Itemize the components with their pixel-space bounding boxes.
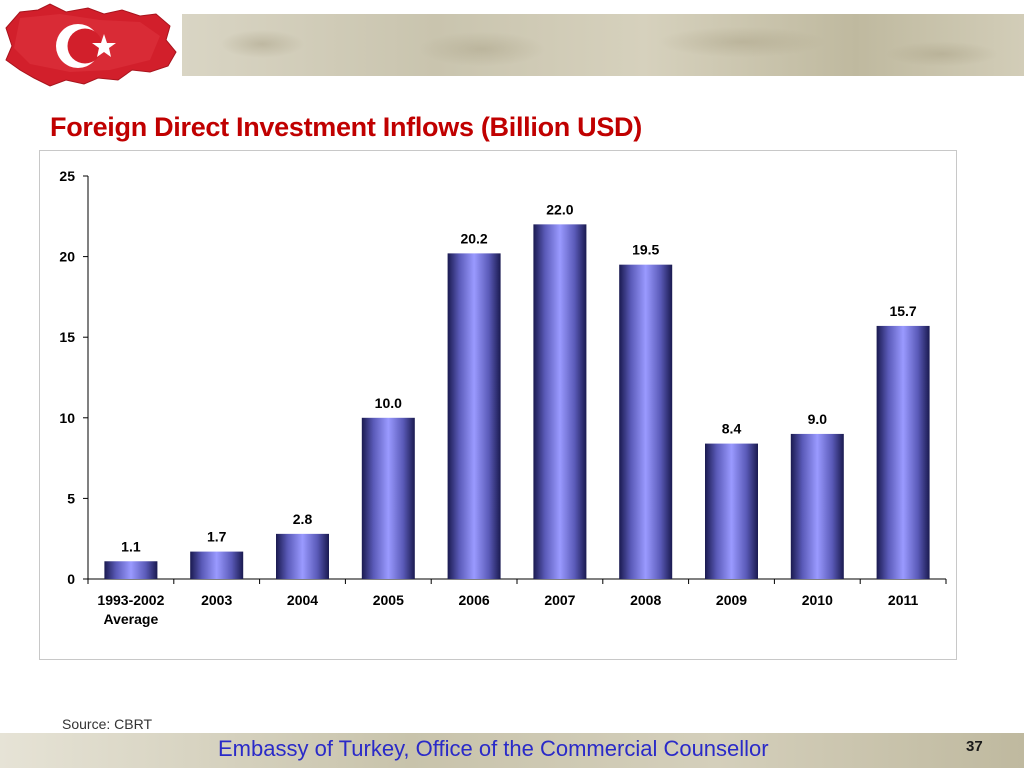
chart-bars (104, 224, 930, 580)
data-label: 2.8 (293, 511, 313, 527)
turkey-flag-map-logo (5, 3, 177, 87)
slide-title: Foreign Direct Investment Inflows (Billi… (50, 112, 642, 142)
x-tick-label: 2003 (201, 592, 232, 608)
bar (533, 224, 587, 580)
star-icon (92, 34, 116, 57)
footer-bar (0, 733, 1024, 768)
bar (790, 433, 844, 579)
bar (619, 264, 673, 579)
data-label: 22.0 (546, 201, 573, 217)
header-banner (182, 14, 1024, 76)
y-tick-label: 25 (59, 168, 75, 184)
data-label: 9.0 (808, 411, 828, 427)
x-tick-label: 2008 (630, 592, 661, 608)
data-label: 1.7 (207, 529, 227, 545)
bar (876, 325, 930, 579)
y-tick-label: 20 (59, 249, 75, 265)
crescent-inner (67, 28, 103, 64)
bar (276, 533, 329, 579)
bar (447, 253, 501, 579)
x-tick-label: 2007 (544, 592, 575, 608)
x-tick-label: 2009 (716, 592, 747, 608)
data-label: 10.0 (375, 395, 402, 411)
bar (190, 551, 244, 579)
y-tick-label: 10 (59, 410, 75, 426)
data-label: 19.5 (632, 242, 659, 258)
source-note: Source: CBRT (62, 716, 152, 732)
x-tick-label: 1993-2002 (97, 592, 164, 608)
x-tick-label: 2004 (287, 592, 318, 608)
footer-text: Embassy of Turkey, Office of the Commerc… (218, 736, 769, 761)
x-tick-label: Average (104, 611, 159, 627)
data-label: 15.7 (889, 303, 916, 319)
y-tick-label: 0 (67, 571, 75, 587)
chart-labels: 1.1 1993-2002 Average 1.7 2003 2.8 2004 10.0 200… (97, 201, 918, 627)
world-map-texture (182, 14, 1024, 76)
data-label: 1.1 (121, 538, 141, 554)
y-tick-label: 5 (67, 490, 75, 506)
bar (705, 443, 758, 579)
x-tick-label: 2006 (459, 592, 490, 608)
page-number: 37 (966, 738, 983, 755)
x-tick-label: 2005 (373, 592, 404, 608)
data-label: 20.2 (460, 230, 487, 246)
bar (104, 561, 158, 579)
x-tick-label: 2010 (802, 592, 833, 608)
y-tick-label: 15 (59, 329, 75, 345)
x-tick-label: 2011 (888, 592, 919, 608)
bar (361, 417, 415, 579)
data-label: 8.4 (722, 421, 742, 437)
